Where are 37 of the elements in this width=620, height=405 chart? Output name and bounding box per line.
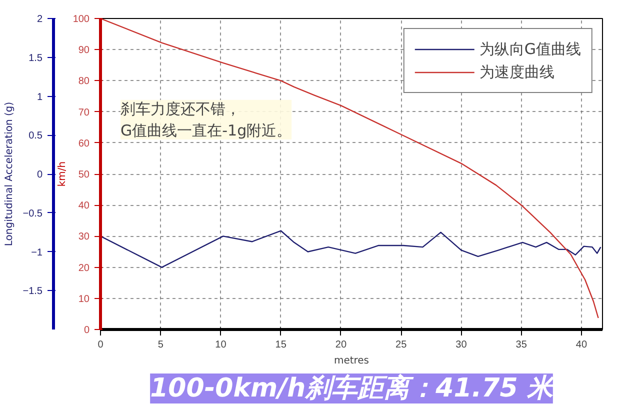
x-tick-label: 30 bbox=[456, 340, 468, 350]
x-tick-label: 0 bbox=[98, 340, 104, 350]
line-series bbox=[100, 18, 599, 319]
y-tick-label: 80 bbox=[78, 76, 90, 88]
x-tick-label: 5 bbox=[158, 340, 164, 350]
x-tick-label: 15 bbox=[275, 340, 287, 350]
y2-tick-label: −1 bbox=[31, 247, 43, 258]
y2-tick-label: −0.5 bbox=[22, 208, 43, 220]
y2-tick-label: 0.5 bbox=[28, 130, 43, 142]
y-tick-label: 10 bbox=[78, 294, 90, 305]
y-tick-label: 90 bbox=[78, 45, 90, 56]
y2-tick-label: 1 bbox=[36, 92, 43, 103]
y2-tick-label: −1.5 bbox=[22, 286, 43, 298]
x-tick-label: 20 bbox=[335, 340, 347, 350]
x-tick-label: 40 bbox=[576, 340, 588, 350]
line-series bbox=[100, 230, 602, 268]
legend-label: 为速度曲线 bbox=[479, 62, 554, 82]
y-tick-label: 50 bbox=[78, 170, 90, 180]
annotation: 刹车力度还不错， G值曲线一直在-1g附近。 bbox=[120, 100, 292, 140]
y-tick-label: 100 bbox=[72, 14, 90, 25]
y-tick-label: 0 bbox=[84, 325, 90, 336]
y-tick-label: 60 bbox=[78, 138, 90, 150]
x-axis-title: metres bbox=[334, 356, 370, 366]
y2-axis-title: Longitudinal Acceleration (g) bbox=[4, 102, 15, 246]
legend-label: 为纵向G值曲线 bbox=[479, 40, 581, 58]
x-tick-label: 35 bbox=[516, 340, 528, 350]
y-tick-label: 20 bbox=[78, 262, 90, 274]
x-tick-label: 10 bbox=[215, 340, 227, 350]
y-tick-label: 40 bbox=[78, 200, 90, 212]
x-tick-label: 25 bbox=[396, 340, 408, 350]
y-tick-label: 70 bbox=[78, 107, 90, 118]
y2-tick-label: 0 bbox=[36, 170, 43, 180]
y2-tick-label: 2 bbox=[36, 14, 43, 25]
y-axis-title: km/h bbox=[56, 161, 68, 187]
y2-tick-label: 1.5 bbox=[28, 52, 43, 64]
text: 100-0km/h刹车距离：41.75 米 bbox=[150, 374, 556, 404]
y-tick-label: 30 bbox=[78, 232, 90, 243]
